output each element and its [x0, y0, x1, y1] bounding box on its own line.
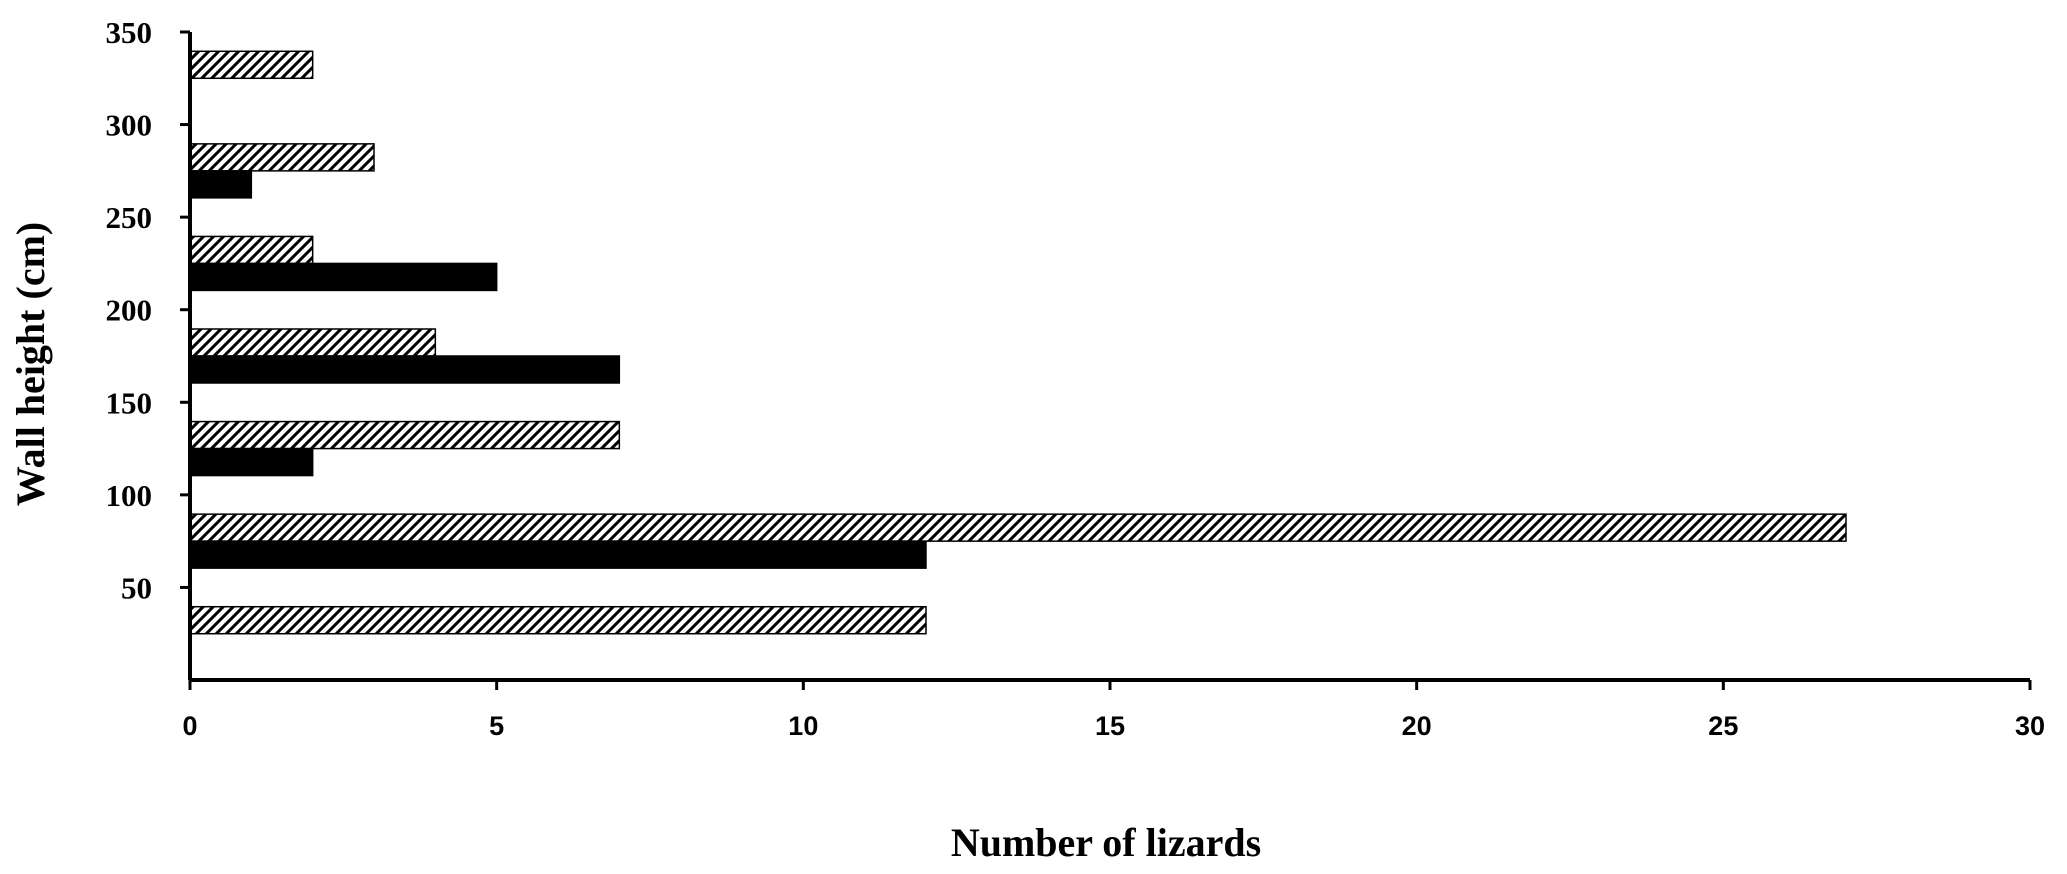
solid-bar-275 — [189, 170, 253, 199]
solid-bar-125 — [189, 447, 314, 477]
y-tick-label: 150 — [106, 385, 153, 420]
tick-labels: 0 5 10 15 20 25 30 50 100 150 200 250 300 350 — [106, 15, 2046, 741]
hatched-bar-275 — [189, 143, 375, 172]
x-axis-title: Number of lizards — [951, 820, 1261, 865]
solid-bar-175 — [189, 355, 621, 384]
x-tick-label: 5 — [489, 711, 504, 741]
y-tick-label: 200 — [106, 293, 153, 328]
x-tick-label: 15 — [1095, 711, 1125, 741]
hatched-bar-125 — [189, 420, 621, 450]
x-tick-label: 30 — [2015, 711, 2045, 741]
axes — [180, 30, 2032, 690]
y-tick-label: 250 — [106, 200, 153, 235]
hatched-bar-25 — [189, 605, 927, 635]
hatched-bar-175 — [189, 328, 437, 357]
x-tick-label: 0 — [182, 711, 197, 741]
x-tick-label: 25 — [1708, 711, 1738, 741]
x-tick-label: 10 — [788, 711, 818, 741]
hatched-bar-225 — [189, 235, 314, 265]
y-axis-title: Wall height (cm) — [8, 222, 53, 506]
hatched-bar-325 — [189, 50, 314, 80]
solid-bar-75 — [189, 540, 927, 569]
y-tick-label: 300 — [106, 108, 153, 143]
x-tick-label: 20 — [1402, 711, 1432, 741]
y-tick-label: 100 — [106, 478, 153, 513]
y-tick-label: 50 — [121, 570, 152, 605]
hatched-bar-75 — [189, 513, 1847, 542]
solid-bar-225 — [189, 262, 498, 292]
bars-layer — [189, 50, 1847, 635]
y-tick-label: 350 — [106, 15, 153, 50]
